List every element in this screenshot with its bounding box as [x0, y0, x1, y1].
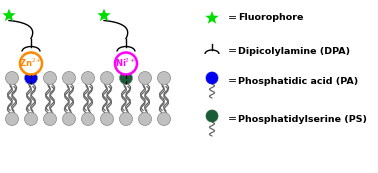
- Text: Zn$^{2+}$: Zn$^{2+}$: [19, 57, 43, 69]
- Circle shape: [119, 71, 133, 84]
- Circle shape: [119, 112, 133, 125]
- Circle shape: [206, 72, 218, 84]
- Circle shape: [25, 112, 37, 125]
- Circle shape: [43, 71, 56, 84]
- Text: Ni$^{2+}$: Ni$^{2+}$: [115, 57, 136, 69]
- Circle shape: [25, 71, 37, 84]
- Text: Fluorophore: Fluorophore: [238, 13, 304, 22]
- Circle shape: [138, 112, 152, 125]
- Circle shape: [206, 110, 218, 122]
- Circle shape: [6, 112, 19, 125]
- Circle shape: [62, 71, 76, 84]
- Circle shape: [158, 71, 170, 84]
- Circle shape: [158, 112, 170, 125]
- Text: =: =: [228, 76, 237, 86]
- Text: Phosphatidylserine (PS): Phosphatidylserine (PS): [238, 115, 367, 124]
- Text: =: =: [228, 46, 237, 56]
- Circle shape: [20, 52, 42, 75]
- Text: Dipicolylamine (DPA): Dipicolylamine (DPA): [238, 47, 350, 56]
- Circle shape: [82, 71, 94, 84]
- Circle shape: [6, 71, 19, 84]
- Text: =: =: [228, 114, 237, 124]
- Circle shape: [82, 112, 94, 125]
- Circle shape: [138, 71, 152, 84]
- Circle shape: [101, 112, 113, 125]
- Polygon shape: [205, 11, 218, 24]
- Circle shape: [101, 71, 113, 84]
- Text: =: =: [228, 13, 237, 23]
- Circle shape: [62, 112, 76, 125]
- Circle shape: [115, 52, 137, 75]
- Polygon shape: [2, 8, 15, 21]
- Polygon shape: [98, 8, 111, 21]
- Text: Phosphatidic acid (PA): Phosphatidic acid (PA): [238, 76, 358, 85]
- Circle shape: [43, 112, 56, 125]
